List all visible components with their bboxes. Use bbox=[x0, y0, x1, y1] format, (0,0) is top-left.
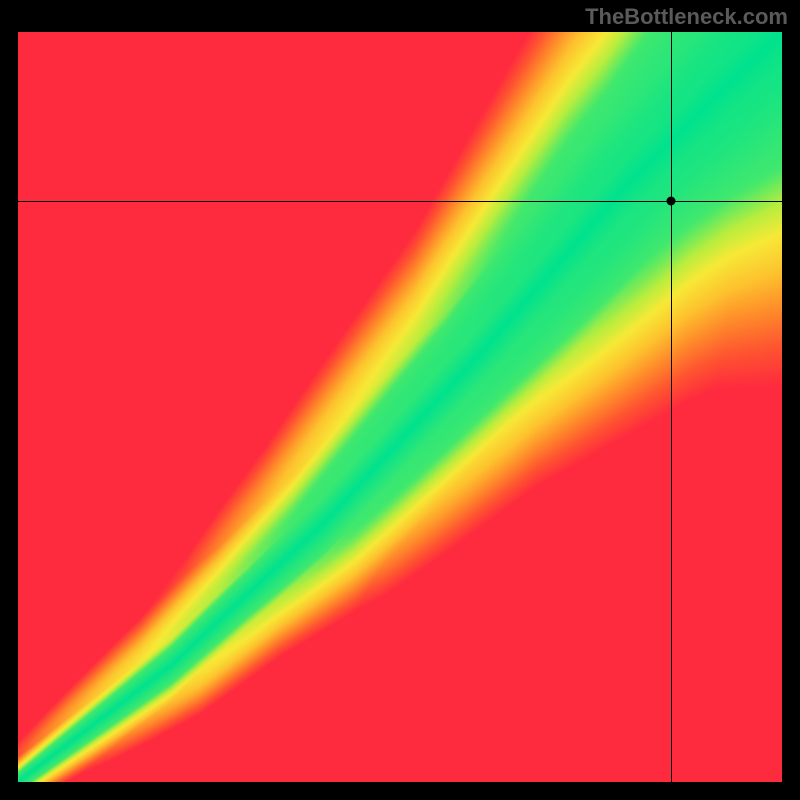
crosshair-vertical bbox=[671, 32, 672, 782]
crosshair-marker bbox=[667, 196, 676, 205]
heatmap-canvas bbox=[18, 32, 782, 782]
heatmap-plot bbox=[18, 32, 782, 782]
chart-frame: TheBottleneck.com bbox=[0, 0, 800, 800]
attribution-text: TheBottleneck.com bbox=[585, 4, 788, 30]
